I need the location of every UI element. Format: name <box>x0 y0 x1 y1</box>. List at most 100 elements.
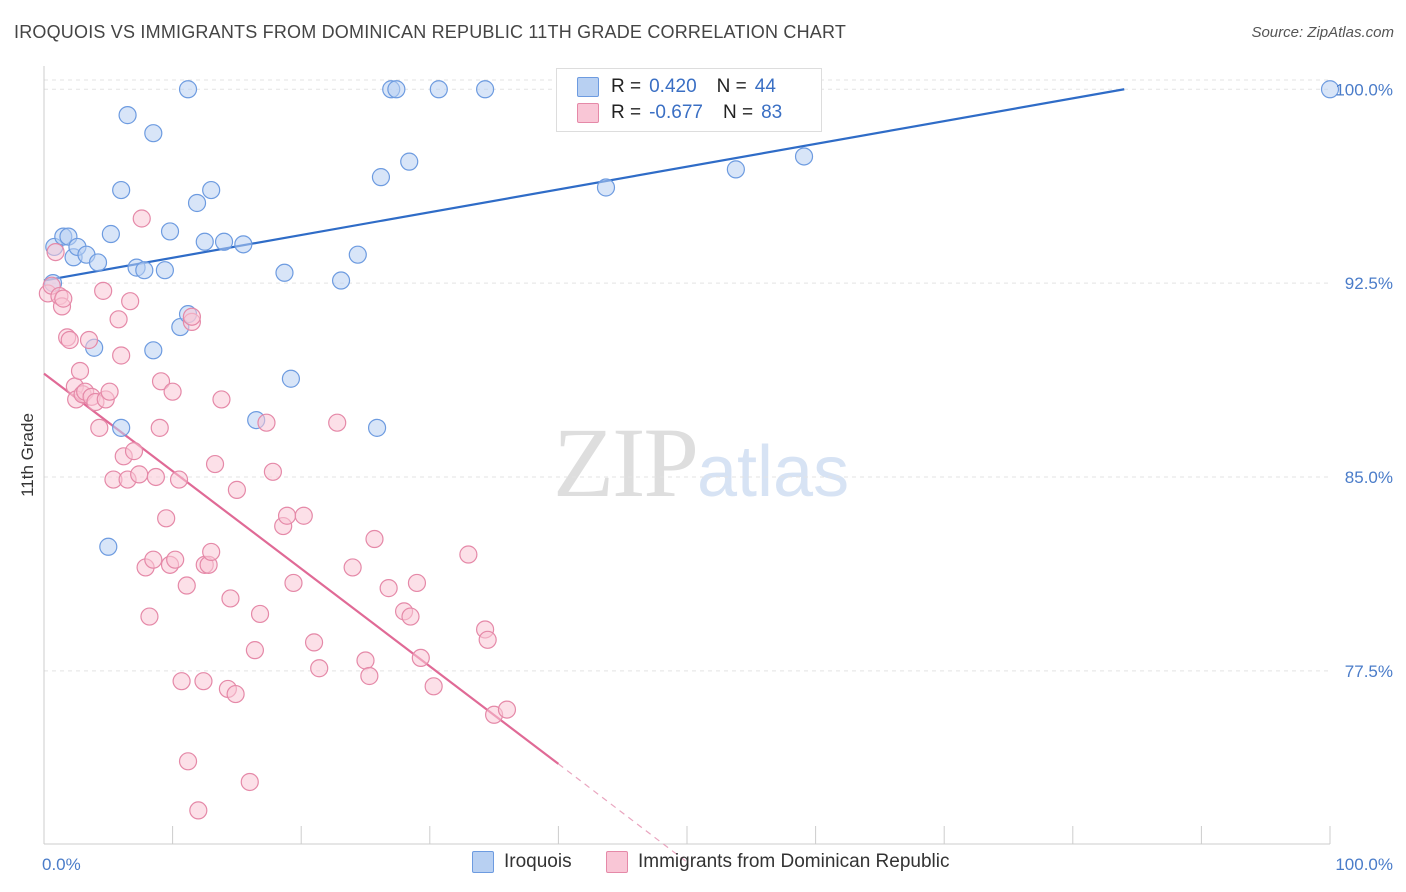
legend-n-value: 83 <box>761 102 783 123</box>
bottom-legend-swatch-pink <box>606 851 628 873</box>
data-points <box>38 80 1340 820</box>
iroquois-point <box>99 537 118 556</box>
dominican-point <box>124 442 144 461</box>
legend-r-value: 0.420 <box>649 76 697 97</box>
dominican-point <box>424 677 443 696</box>
iroquois-point <box>400 152 419 171</box>
dominican-point <box>411 648 430 668</box>
dominican-point <box>250 604 270 624</box>
dominican-point <box>79 330 99 350</box>
iroquois-point <box>281 369 301 388</box>
dominican-point <box>263 462 283 481</box>
dominican-point <box>157 509 176 528</box>
dominican-point <box>360 666 379 686</box>
axes <box>43 66 1331 845</box>
iroquois-point <box>155 261 174 280</box>
dominican-point <box>60 330 79 350</box>
bottom-legend-label: Immigrants from Dominican Republic <box>638 851 950 872</box>
iroquois-point <box>1320 80 1340 99</box>
x-tick-label: 100.0% <box>1335 855 1393 874</box>
iroquois-point <box>187 193 207 213</box>
dominican-point <box>109 310 128 329</box>
iroquois-point <box>88 253 108 272</box>
dominican-point <box>46 242 65 262</box>
dominican-point <box>177 576 196 595</box>
dominican-trend-extension <box>558 763 688 863</box>
dominican-point <box>100 382 119 401</box>
iroquois-point <box>160 222 180 241</box>
dominican-point <box>497 700 517 719</box>
dominican-point <box>178 752 198 771</box>
bottom-legend-label: Iroquois <box>504 851 572 872</box>
grid-lines <box>44 79 1330 672</box>
bottom-legend-iroquois: Iroquois <box>472 851 572 873</box>
dominican-point <box>166 550 185 569</box>
dominican-point <box>226 684 245 704</box>
iroquois-point <box>429 80 448 99</box>
iroquois-point <box>387 80 406 99</box>
dominican-point <box>240 772 259 792</box>
watermark: ZIPatlas <box>553 405 849 520</box>
stats-legend: R = 0.420 N = 44 R = -0.677 N = 83 <box>556 68 822 132</box>
iroquois-point <box>726 160 745 179</box>
dominican-point <box>257 413 276 432</box>
bottom-legend-swatch-blue <box>472 851 494 873</box>
dominican-point <box>304 633 324 652</box>
y-tick-label: 92.5% <box>1345 274 1393 293</box>
legend-swatch-pink <box>577 103 599 123</box>
dominican-point <box>144 550 163 569</box>
iroquois-point <box>202 180 221 200</box>
dominican-point <box>294 506 313 525</box>
dominican-point <box>277 506 297 525</box>
legend-r-label: R = <box>611 102 642 123</box>
dominican-point <box>221 589 240 608</box>
iroquois-point <box>135 261 154 280</box>
iroquois-point <box>794 147 814 166</box>
dominican-point <box>150 418 169 437</box>
dominican-point <box>328 413 347 432</box>
legend-n-label: N = <box>722 102 754 123</box>
dominican-point <box>130 465 149 484</box>
dominican-point <box>182 307 201 326</box>
dominican-point <box>227 480 246 499</box>
iroquois-point <box>348 245 367 264</box>
dominican-point <box>401 607 420 626</box>
iroquois-point <box>371 168 391 187</box>
axis-labels: 77.5% 85.0% 92.5% 100.0% 0.0% 100.0% 11th Grad… <box>18 80 1393 874</box>
iroquois-point <box>234 235 253 254</box>
iroquois-point <box>144 341 163 360</box>
y-tick-label: 77.5% <box>1345 662 1393 681</box>
dominican-point <box>284 573 303 593</box>
chart-title: IROQUOIS VS IMMIGRANTS FROM DOMINICAN RE… <box>14 22 847 42</box>
legend-r-label: R = <box>611 76 642 97</box>
y-tick-label: 85.0% <box>1345 468 1393 487</box>
iroquois-point <box>214 232 234 251</box>
dominican-point <box>343 558 362 577</box>
dominican-point <box>245 641 265 660</box>
iroquois-point <box>367 418 387 437</box>
dominican-point <box>94 281 113 300</box>
iroquois-point <box>331 271 351 290</box>
dominican-point <box>163 382 182 401</box>
legend-n-label: N = <box>716 76 747 97</box>
dominican-point <box>365 529 384 549</box>
dominican-point <box>121 292 140 311</box>
dominican-point <box>205 454 225 474</box>
dominican-point <box>459 545 478 564</box>
iroquois-point <box>118 106 137 125</box>
bottom-legend-dominican: Immigrants from Dominican Republic <box>606 851 950 873</box>
dominican-point <box>151 372 171 391</box>
dominican-point <box>379 579 398 598</box>
y-tick-label: 100.0% <box>1335 80 1393 99</box>
legend-r-value: -0.677 <box>649 102 703 123</box>
dominican-point <box>194 672 213 691</box>
dominican-point <box>140 607 159 626</box>
dominican-point <box>112 346 131 365</box>
iroquois-point <box>144 124 163 143</box>
watermark-zip: ZIP <box>553 407 699 518</box>
watermark-atlas: atlas <box>697 432 850 512</box>
dominican-point <box>310 659 329 678</box>
iroquois-point <box>178 80 198 99</box>
x-tick-label: 0.0% <box>42 855 81 874</box>
dominican-point <box>212 390 231 409</box>
